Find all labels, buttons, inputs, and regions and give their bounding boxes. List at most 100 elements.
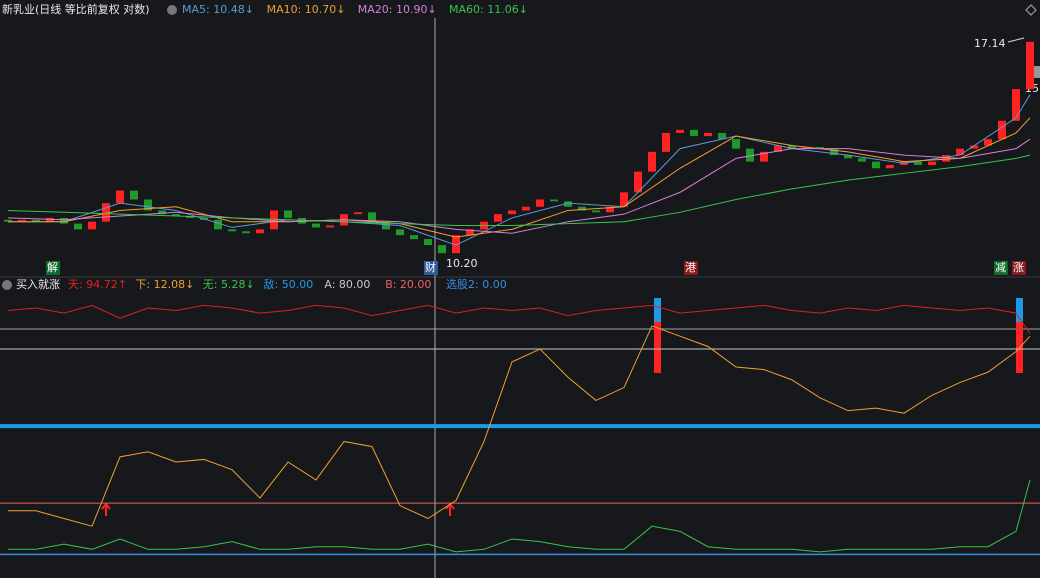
candle <box>634 171 642 193</box>
candle <box>130 190 138 200</box>
candle <box>452 235 460 254</box>
legend-entry: MA10: 10.70↓ <box>267 3 346 16</box>
candle <box>788 145 796 149</box>
candle <box>312 223 320 228</box>
signal-tag <box>994 261 1008 275</box>
candle <box>382 221 390 230</box>
series-line <box>7 154 1031 227</box>
candle <box>844 155 852 159</box>
candle <box>74 223 82 230</box>
legend-entry: 无: 5.28↓ <box>203 278 255 291</box>
high-label: 17.14 <box>974 37 1006 50</box>
candle <box>942 155 950 162</box>
candle <box>102 203 110 222</box>
candle <box>270 210 278 230</box>
candle <box>984 139 992 146</box>
candle <box>508 210 516 215</box>
signal-tag <box>46 261 60 275</box>
candle <box>718 132 726 140</box>
signal-tag <box>424 261 438 275</box>
candle <box>648 151 656 172</box>
candle <box>326 225 334 228</box>
candle <box>774 145 782 152</box>
series-line <box>8 325 1031 527</box>
expand-icon[interactable] <box>1025 4 1037 16</box>
signal-bar <box>1016 298 1023 322</box>
candle <box>746 148 754 162</box>
series-line <box>7 304 1031 334</box>
legend-entry: B: 20.00 <box>385 278 431 291</box>
candle <box>228 229 236 232</box>
signal-tag <box>1012 261 1026 275</box>
candle <box>284 210 292 218</box>
candle <box>354 212 362 215</box>
candle <box>158 210 166 215</box>
candle <box>886 164 894 169</box>
candle <box>438 245 446 254</box>
candle <box>606 206 614 213</box>
low-label: 10.20 <box>446 257 478 270</box>
indicator-title: 买入就涨 <box>16 277 60 291</box>
signal-tag <box>684 261 698 275</box>
candle <box>536 199 544 207</box>
candle <box>970 145 978 149</box>
signal-bar <box>654 298 661 322</box>
candle <box>424 239 432 246</box>
price-marker <box>1030 66 1040 78</box>
signal-text: 财 <box>425 260 436 274</box>
candle <box>578 206 586 211</box>
candle <box>18 219 26 222</box>
candle <box>1026 41 1034 90</box>
candle <box>116 190 124 204</box>
candle <box>242 231 250 234</box>
signal-text: 港 <box>685 261 696 274</box>
candle <box>998 120 1006 140</box>
candle <box>872 161 880 169</box>
candle <box>816 147 824 149</box>
settings-icon[interactable] <box>167 5 177 15</box>
chart-title: 新乳业(日线 等比前复权 对数) <box>2 2 150 16</box>
candle <box>522 206 530 211</box>
candle <box>256 229 264 234</box>
candle <box>172 214 180 217</box>
legend-entry: A: 80.00 <box>324 278 370 291</box>
candle <box>214 219 222 230</box>
series-line <box>8 117 1031 238</box>
candle <box>662 132 670 152</box>
legend-entry: 敌: 50.00 <box>264 277 314 291</box>
candle <box>760 151 768 162</box>
pointer <box>1007 37 1025 43</box>
candle <box>32 219 40 222</box>
legend-entry: 天: 94.72↑ <box>68 278 127 291</box>
candle <box>1012 89 1020 121</box>
signal-bar <box>654 322 661 373</box>
candle <box>60 217 68 224</box>
buy-arrow <box>101 502 111 516</box>
candle <box>928 161 936 165</box>
candle <box>704 132 712 137</box>
legend-entry: MA5: 10.48↓ <box>182 3 254 16</box>
candle <box>732 139 740 149</box>
candle <box>830 148 838 156</box>
settings-icon[interactable] <box>2 280 12 290</box>
candle <box>592 210 600 213</box>
candle <box>466 229 474 236</box>
candle <box>858 158 866 162</box>
candle <box>956 148 964 156</box>
candle <box>690 129 698 137</box>
candle <box>368 212 376 222</box>
candle <box>914 161 922 165</box>
candle <box>410 235 418 240</box>
signal-text: 涨 <box>1013 261 1024 274</box>
candle <box>494 214 502 222</box>
legend-entry: MA20: 10.90↓ <box>358 3 437 16</box>
candle <box>802 147 810 149</box>
candle <box>550 199 558 202</box>
signal-text: 减 <box>995 261 1006 274</box>
candle <box>144 199 152 211</box>
candle <box>88 221 96 230</box>
candle <box>4 219 12 222</box>
signal-text: 解 <box>47 260 58 274</box>
